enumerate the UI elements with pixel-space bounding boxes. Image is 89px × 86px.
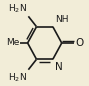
Text: NH: NH bbox=[55, 15, 69, 24]
Text: Me: Me bbox=[6, 38, 19, 47]
Text: H$_2$N: H$_2$N bbox=[8, 71, 27, 84]
Text: O: O bbox=[75, 38, 84, 48]
Text: H$_2$N: H$_2$N bbox=[8, 2, 27, 15]
Text: N: N bbox=[55, 62, 63, 72]
